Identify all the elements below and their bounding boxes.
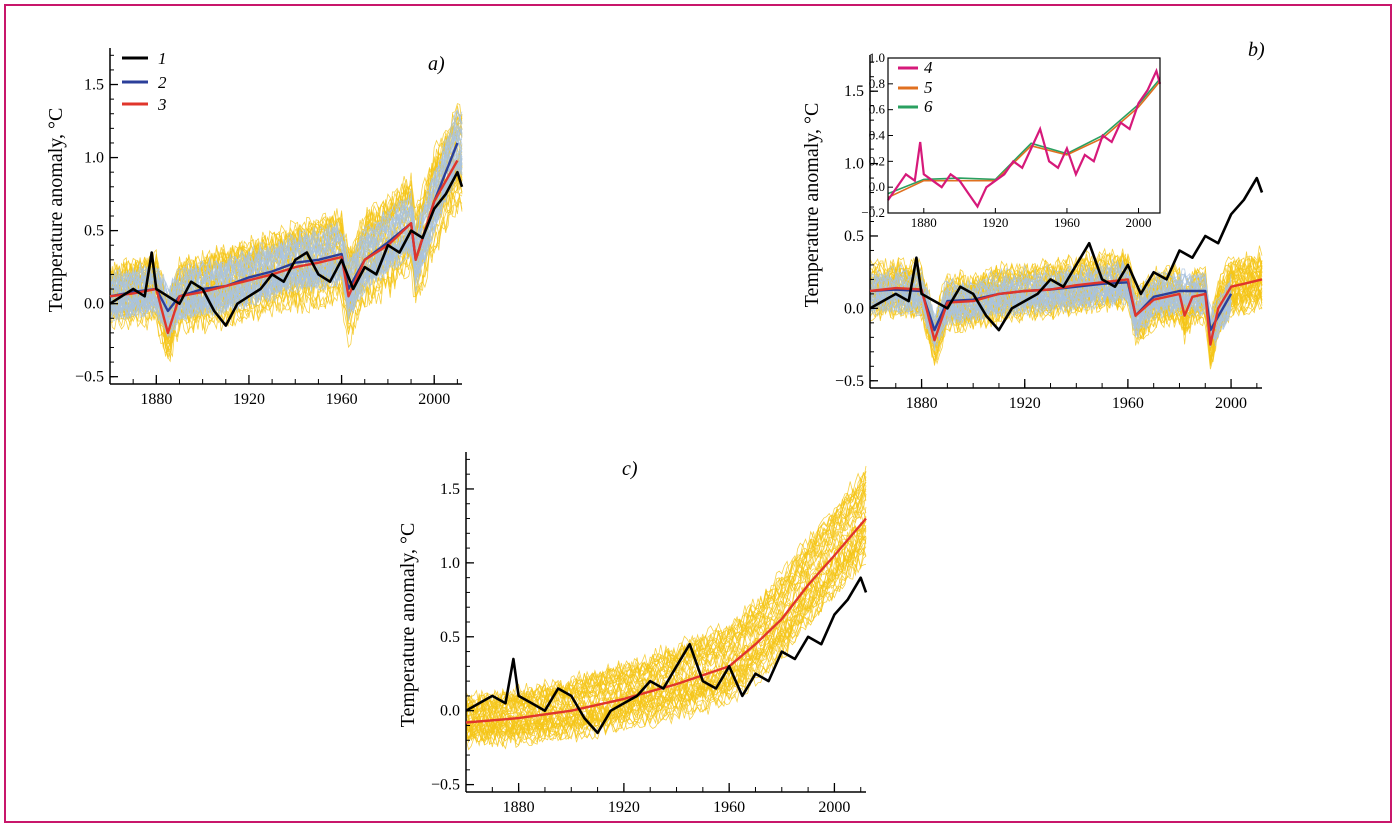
ensemble-member-line [465,471,867,710]
inset-legend-label-4: 4 [924,58,933,77]
series-3-line [869,278,1263,346]
panel-b-label: b) [1248,39,1265,61]
inset-y-tick-label: 0.8 [869,76,885,91]
ensemble-member-line [869,288,1232,347]
inset-y-tick-label: 0.0 [869,179,885,194]
legend-label-3: 3 [157,95,167,114]
inset-y-tick-label: 1.0 [869,50,885,65]
x-tick-label: 1920 [233,391,265,408]
ensemble-member-line [465,465,867,708]
ensemble-member-line [465,481,867,716]
ensemble-member-line [109,128,463,309]
y-tick-label: 0.0 [84,296,104,313]
inset-series-6-line [887,78,1161,195]
x-tick-label: 1960 [326,391,358,408]
inset-x-tick-label: 2000 [1126,215,1152,230]
y-tick-label: −0.5 [75,369,104,386]
inset-series-4-line [887,67,1162,209]
series-1-line [869,176,1264,332]
ensemble-member-line [465,506,867,729]
y-tick-label: 1.5 [844,83,864,100]
panel-a: Temperature anomaly, °C a) 1 2 3 1880 192… [45,48,464,408]
inset-y-tick-label: 0.4 [869,128,886,143]
panel-a-ylabel: Temperature anomaly, °C [45,108,67,313]
ensemble-member-line [109,115,463,305]
y-tick-label: −0.5 [431,777,460,794]
ensemble-member-line [109,132,463,305]
inset-legend-label-6: 6 [924,97,933,116]
x-tick-label: 1880 [503,799,535,816]
y-tick-label: 1.0 [84,150,104,167]
inset-x-tick-label: 1960 [1054,215,1080,230]
y-tick-label: 0.5 [84,223,104,240]
series-1-line [465,576,868,735]
y-tick-label: 0.5 [440,629,460,646]
y-tick-label: 0.5 [844,228,864,245]
legend-label-2: 2 [158,73,167,92]
panel-a-label: a) [428,53,445,75]
y-tick-label: 1.0 [844,156,864,173]
panel-b-ylabel: Temperature anomaly, °C [801,103,823,308]
ensemble-member-line [109,125,463,312]
inset-y-tick-label: −0.2 [861,205,885,220]
y-tick-label: −0.5 [835,373,864,390]
ensemble-member-line [465,511,867,725]
ensemble-member-line [465,489,867,717]
panel-c-ylabel: Temperature anomaly, °C [397,523,419,728]
x-tick-label: 1880 [140,391,172,408]
figure-border [4,4,1392,823]
y-tick-label: 1.5 [440,481,460,498]
panel-c: Temperature anomaly, °C c) 1880 1920 1960 2… [397,452,868,816]
ensemble-member-line [465,555,867,748]
inset-x-tick-label: 1920 [982,215,1008,230]
x-tick-label: 1920 [1009,395,1041,412]
inset-y-tick-label: 0.2 [869,153,885,168]
y-tick-label: 1.0 [440,555,460,572]
x-tick-label: 1960 [713,799,745,816]
inset-x-tick-label: 1880 [911,215,937,230]
ensemble-member-line [465,538,867,741]
panel-b: Temperature anomaly, °C 1880 1920 1960 2000… [801,39,1265,412]
panel-a-legend: 1 2 3 [122,49,167,114]
y-tick-label: 1.5 [84,77,104,94]
x-tick-label: 1920 [608,799,640,816]
ensemble-member-line [465,537,867,742]
inset-y-tick-label: 0.6 [869,102,886,117]
x-tick-label: 2000 [418,391,450,408]
panel-c-label: c) [622,458,638,480]
x-tick-label: 1960 [1112,395,1144,412]
inset-legend-label-5: 5 [924,78,933,97]
series-1-line [109,170,464,327]
series-3-line [109,159,459,335]
x-tick-label: 2000 [818,799,850,816]
ensemble-member-line [465,472,867,710]
ensemble-member-line [465,490,867,718]
x-tick-label: 1880 [906,395,938,412]
x-tick-label: 2000 [1215,395,1247,412]
y-tick-label: 0.0 [844,300,864,317]
y-tick-label: 0.0 [440,703,460,720]
ensemble-member-line [465,527,867,740]
ensemble-member-line [465,521,867,734]
legend-label-1: 1 [158,49,167,68]
